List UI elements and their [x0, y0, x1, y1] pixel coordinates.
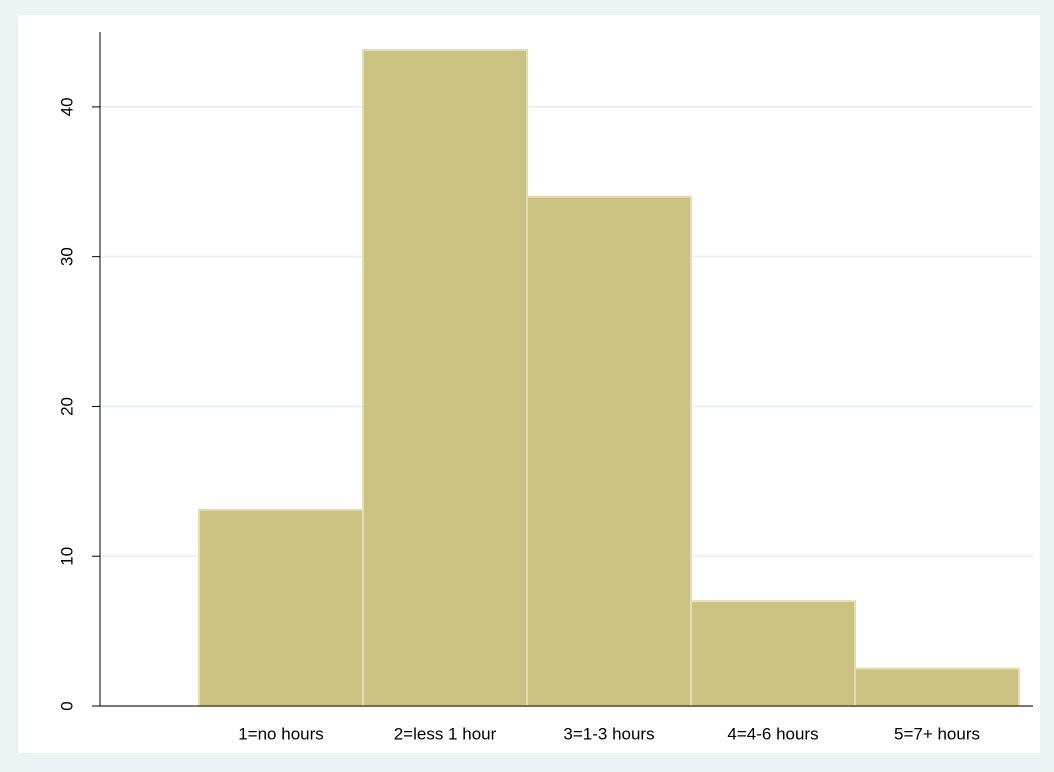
x-tick-label: 4=4-6 hours: [727, 724, 818, 743]
y-tick-label: 10: [57, 547, 76, 566]
y-tick-label: 20: [57, 397, 76, 416]
x-tick-label: 5=7+ hours: [894, 724, 980, 743]
bar: [198, 508, 364, 707]
bar: [362, 48, 528, 708]
x-tick-label: 3=1-3 hours: [563, 724, 654, 743]
y-tick-label: 30: [57, 247, 76, 266]
bar: [690, 600, 856, 708]
x-tick-label: 1=no hours: [238, 724, 324, 743]
bar: [854, 667, 1020, 707]
y-tick-label: 0: [57, 701, 76, 710]
bar: [526, 195, 692, 707]
y-tick-label: 40: [57, 97, 76, 116]
x-tick-label: 2=less 1 hour: [394, 724, 497, 743]
